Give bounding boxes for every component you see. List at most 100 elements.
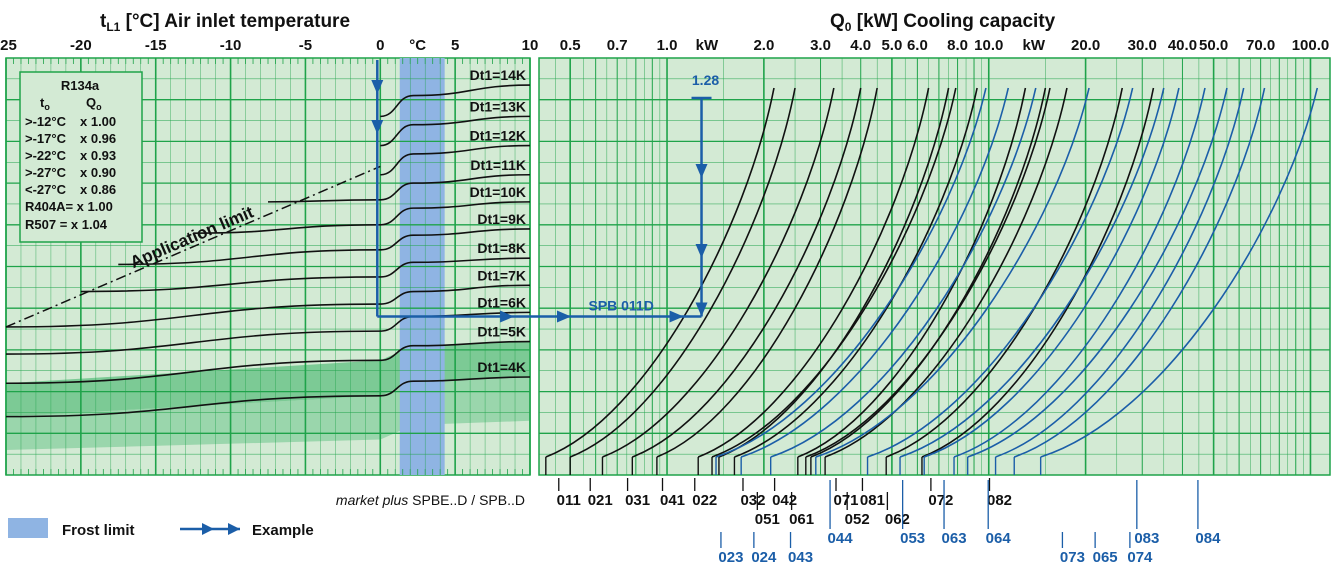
model-label: 042 xyxy=(772,492,797,509)
temp-curve xyxy=(380,115,531,147)
temp-curve xyxy=(118,228,531,266)
capacity-curve xyxy=(632,87,862,458)
model-label: 023 xyxy=(718,549,743,565)
correction-table-row-temp: >-27°C xyxy=(25,165,67,180)
capacity-curve-blue xyxy=(867,87,1134,458)
left-x-tick-label: 5 xyxy=(451,37,459,54)
capacity-curve xyxy=(569,87,796,458)
temp-curve xyxy=(380,144,531,176)
right-x-tick-label: 100.0 xyxy=(1292,37,1330,54)
correction-table-row-factor: x 1.00 xyxy=(80,114,116,129)
right-title-prefix: Q xyxy=(830,11,845,32)
right-x-tick-label: 70.0 xyxy=(1246,37,1275,54)
right-x-tick-label: 40.0 xyxy=(1168,37,1197,54)
correction-table-row-factor: x 0.90 xyxy=(80,165,116,180)
correction-table-header-t-sub: o xyxy=(44,102,50,112)
application-limit-line xyxy=(5,165,381,328)
capacity-curve xyxy=(797,87,1027,458)
right-x-tick-label: 8.0 xyxy=(947,37,968,54)
capacity-curve xyxy=(711,87,957,458)
left-x-tick-label: 10 xyxy=(522,37,539,54)
series-caption: market plus SPBE..D / SPB..D xyxy=(336,492,525,508)
model-label: 041 xyxy=(660,492,685,509)
capacity-curve xyxy=(545,87,775,458)
example-arrow-icon xyxy=(557,310,571,323)
example-arrow-icon xyxy=(695,302,708,317)
temp-curve xyxy=(5,340,531,385)
model-label: 062 xyxy=(885,511,910,528)
right-x-tick-label: 50.0 xyxy=(1199,37,1228,54)
right-x-tick-label: 0.7 xyxy=(607,37,628,54)
temp-curve xyxy=(380,84,531,118)
left-x-tick-label: -25 xyxy=(0,37,17,54)
green-band-upper xyxy=(6,341,530,417)
capacity-curve xyxy=(824,87,1068,458)
right-x-unit-label: kW xyxy=(696,37,719,54)
right-title-text: Cooling capacity xyxy=(903,11,1055,32)
series-caption-suffix: SPBE..D / SPB..D xyxy=(412,492,525,508)
right-x-tick-label: 4.0 xyxy=(850,37,871,54)
right-x-tick-label: 3.0 xyxy=(810,37,831,54)
capacity-curve xyxy=(697,87,930,458)
capacity-curve xyxy=(718,87,950,458)
capacity-curve xyxy=(734,87,978,458)
correction-table-refrigerant: R134a xyxy=(61,78,100,93)
model-label: 043 xyxy=(788,549,813,565)
example-legend-label: Example xyxy=(252,522,314,539)
temp-curve xyxy=(267,173,531,203)
capacity-curve xyxy=(602,87,835,458)
temp-curve-label: Dt1=4K xyxy=(477,359,526,375)
right-x-tick-label: 10.0 xyxy=(974,37,1003,54)
correction-table-row-temp: >-22°C xyxy=(25,148,67,163)
model-label: 083 xyxy=(1134,530,1159,547)
model-label: 063 xyxy=(942,530,967,547)
correction-table-header-t: to xyxy=(40,95,50,112)
model-label: 081 xyxy=(860,492,885,509)
temp-curve-label: Dt1=9K xyxy=(477,211,526,227)
model-label: 072 xyxy=(928,492,953,509)
model-label: 022 xyxy=(692,492,717,509)
capacity-curve xyxy=(805,87,1051,458)
correction-table-row-factor: x 0.86 xyxy=(80,182,116,197)
example-capacity-label: 1.28 xyxy=(692,72,719,88)
right-title-unit: [kW] xyxy=(857,11,898,32)
left-title-text: Air inlet temperature xyxy=(164,11,350,32)
right-title-sub: 0 xyxy=(845,20,852,34)
temp-curve-label: Dt1=11K xyxy=(470,157,526,173)
example-arrow-icon xyxy=(371,80,384,94)
right-chart-layer: 0.5 0.7 1.0 2.0 3.0 4.0 5.0 6.0 8.0 10.0 20.0 30.0 4… xyxy=(538,37,1330,565)
correction-table-row-factor: x 0.93 xyxy=(80,148,116,163)
capacity-curve-blue xyxy=(815,87,1090,458)
left-title-sub: L1 xyxy=(106,20,120,34)
capacity-curve xyxy=(656,87,878,458)
left-title-prefix: t xyxy=(100,11,107,32)
correction-table-box xyxy=(19,71,143,243)
example-layer: SPB 011D 1.28 xyxy=(371,60,719,323)
right-x-tick-label: 1.0 xyxy=(657,37,678,54)
frost-limit-swatch xyxy=(8,518,48,538)
temp-curve xyxy=(80,257,531,293)
model-label: 052 xyxy=(845,511,870,528)
model-label: 071 xyxy=(833,492,858,509)
example-arrow-icon xyxy=(669,310,684,323)
example-arrow-icon xyxy=(371,120,384,134)
temp-curve xyxy=(193,201,531,234)
right-x-unit-label: kW xyxy=(1023,37,1046,54)
right-x-tick-label: 2.0 xyxy=(753,37,774,54)
model-label: 065 xyxy=(1093,549,1118,565)
model-label: 074 xyxy=(1127,549,1153,565)
right-x-tick-label: 30.0 xyxy=(1128,37,1157,54)
right-title: Q0 [kW] Cooling capacity xyxy=(830,11,1056,34)
left-title: tL1 [°C] Air inlet temperature xyxy=(100,11,350,34)
model-label: 061 xyxy=(789,511,814,528)
model-label: 021 xyxy=(588,492,613,509)
model-label: 051 xyxy=(755,511,780,528)
temp-curve-label: Dt1=5K xyxy=(477,324,526,340)
capacity-curve-blue xyxy=(770,87,1037,458)
model-label: 011 xyxy=(557,492,581,509)
correction-table-extra-row: R404A= x 1.00 xyxy=(25,199,113,214)
green-band-lower xyxy=(6,377,530,450)
capacity-curve-blue xyxy=(899,87,1165,458)
